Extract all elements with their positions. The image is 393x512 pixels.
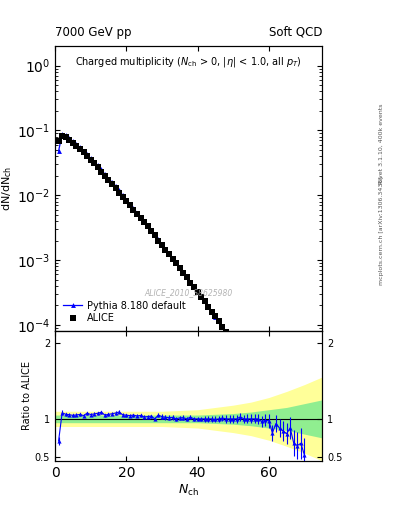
Text: Rivet 3.1.10, 400k events: Rivet 3.1.10, 400k events <box>379 103 384 184</box>
Pythia 8.180 default <box>309 475 314 481</box>
X-axis label: $N_{\mathsf{ch}}$: $N_{\mathsf{ch}}$ <box>178 482 199 498</box>
Text: Soft QCD: Soft QCD <box>269 26 322 39</box>
Text: ALICE_2010_S8625980: ALICE_2010_S8625980 <box>145 288 233 297</box>
Text: 7000 GeV pp: 7000 GeV pp <box>55 26 132 39</box>
Pythia 8.180 default <box>120 192 125 198</box>
ALICE <box>60 133 64 139</box>
Pythia 8.180 default <box>145 223 150 229</box>
ALICE <box>302 450 307 456</box>
Pythia 8.180 default <box>231 338 235 345</box>
Text: Charged multiplicity ($N_{\mathsf{ch}}$ > 0, $|\eta|$ < 1.0, all $p_T$): Charged multiplicity ($N_{\mathsf{ch}}$ … <box>75 55 302 69</box>
ALICE <box>135 210 140 217</box>
Y-axis label: Ratio to ALICE: Ratio to ALICE <box>22 361 32 431</box>
Pythia 8.180 default <box>60 131 64 137</box>
Pythia 8.180 default <box>95 162 100 168</box>
Y-axis label: dN/dN$_{\mathsf{ch}}$: dN/dN$_{\mathsf{ch}}$ <box>0 166 14 211</box>
ALICE <box>92 160 97 166</box>
ALICE <box>270 397 275 403</box>
ALICE <box>266 391 271 397</box>
ALICE <box>56 138 61 144</box>
Pythia 8.180 default <box>56 148 61 154</box>
ALICE <box>195 289 200 295</box>
Legend: Pythia 8.180 default, ALICE: Pythia 8.180 default, ALICE <box>60 297 189 326</box>
ALICE <box>117 189 121 196</box>
Line: Pythia 8.180 default: Pythia 8.180 default <box>56 131 314 481</box>
Line: ALICE: ALICE <box>56 133 307 456</box>
Pythia 8.180 default <box>220 323 225 329</box>
Text: mcplots.cern.ch [arXiv:1306.3436]: mcplots.cern.ch [arXiv:1306.3436] <box>379 176 384 285</box>
Pythia 8.180 default <box>202 298 207 305</box>
